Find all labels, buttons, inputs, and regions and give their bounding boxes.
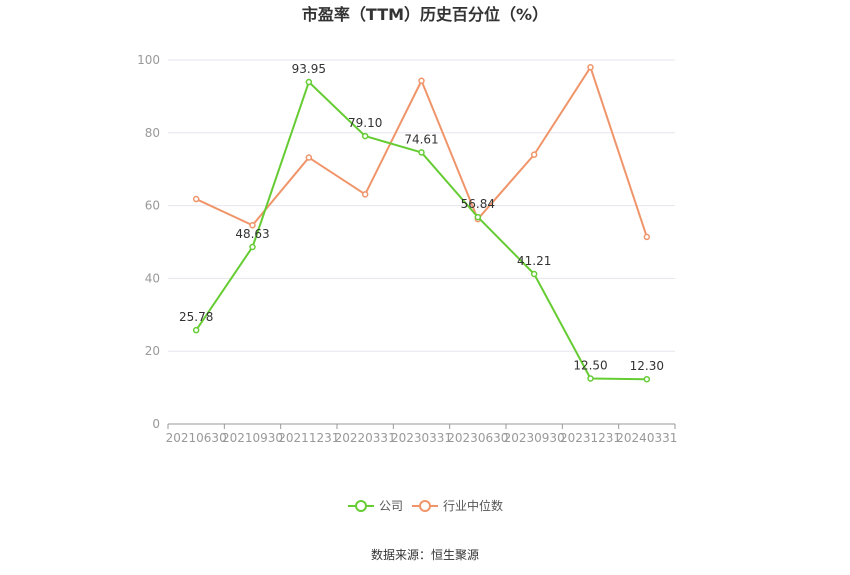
data-label: 12.30 xyxy=(630,359,664,373)
y-tick-label: 80 xyxy=(145,126,160,140)
data-point xyxy=(643,375,651,383)
x-tick-label: 20230630 xyxy=(447,431,508,445)
x-tick-label: 20230930 xyxy=(504,431,565,445)
data-point xyxy=(192,326,200,334)
x-tick-label: 20220331 xyxy=(335,431,396,445)
legend-item-1[interactable]: 行业中位数 xyxy=(412,498,503,513)
x-tick-label: 20240331 xyxy=(616,431,677,445)
data-point xyxy=(587,375,594,382)
y-tick-label: 60 xyxy=(145,199,160,213)
axes: 0 20 40 60 80 100 2021063020210930202112312022… xyxy=(137,53,677,445)
data-point xyxy=(249,243,256,251)
legend-label: 公司 xyxy=(379,499,403,513)
data-label: 93.95 xyxy=(292,62,326,76)
data-point xyxy=(418,149,425,156)
data-point xyxy=(361,132,369,140)
data-point xyxy=(361,191,369,198)
data-label: 56.84 xyxy=(461,197,495,211)
data-point xyxy=(192,195,200,203)
data-point xyxy=(474,213,482,221)
x-tick-label: 20210630 xyxy=(166,431,227,445)
data-label: 48.63 xyxy=(235,227,269,241)
data-label: 25.78 xyxy=(179,310,213,324)
y-tick-label: 0 xyxy=(152,417,160,431)
data-point xyxy=(530,270,538,278)
series-layer xyxy=(192,64,651,383)
data-label: 79.10 xyxy=(348,116,382,130)
y-tick-label: 40 xyxy=(145,271,160,285)
chart-title: 市盈率（TTM）历史百分位（%） xyxy=(302,5,548,24)
source-note: 数据来源：恒生聚源 xyxy=(371,547,479,562)
data-label: 41.21 xyxy=(517,254,551,268)
data-point xyxy=(643,233,651,241)
legend-item-0[interactable]: 公司 xyxy=(348,499,403,513)
grid-lines xyxy=(168,59,675,352)
legend-marker xyxy=(419,500,431,512)
legend-marker xyxy=(355,500,367,512)
legend: 公司 行业中位数 xyxy=(348,498,503,513)
legend-label: 行业中位数 xyxy=(443,498,503,513)
x-tick-label: 20231231 xyxy=(560,431,621,445)
data-labels: 25.78 48.63 93.95 79.10 74.61 56.84 41.21 12.50… xyxy=(179,62,664,373)
x-tick-label: 20211231 xyxy=(278,431,339,445)
data-label: 12.50 xyxy=(573,359,607,373)
data-point xyxy=(418,77,425,84)
data-point xyxy=(249,222,256,229)
x-tick-label: 20230331 xyxy=(391,431,452,445)
x-tick-label: 20210930 xyxy=(222,431,283,445)
data-point xyxy=(305,78,313,86)
y-tick-label: 100 xyxy=(137,53,160,67)
data-point xyxy=(587,64,594,71)
data-point xyxy=(530,151,538,158)
data-label: 74.61 xyxy=(404,132,438,146)
data-point xyxy=(305,154,313,161)
y-tick-label: 20 xyxy=(145,344,160,358)
